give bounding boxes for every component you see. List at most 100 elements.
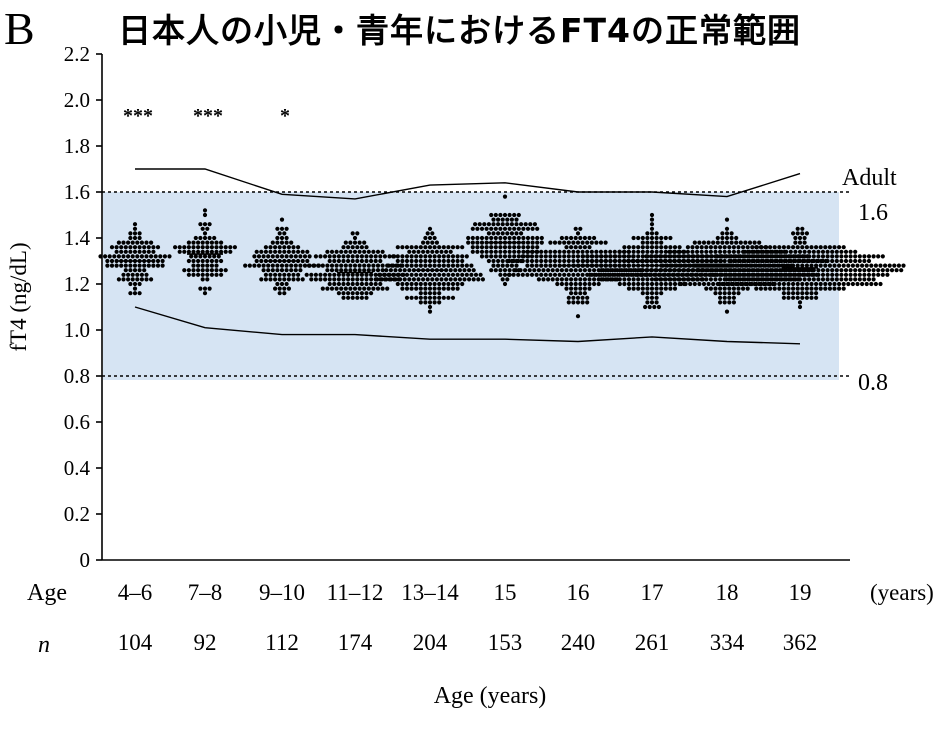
data-point [214, 272, 219, 277]
data-point [678, 263, 684, 268]
data-point [489, 268, 494, 273]
data-point [715, 254, 720, 259]
data-point [114, 263, 119, 268]
data-point [592, 277, 597, 282]
data-point [807, 258, 812, 264]
data-point [724, 272, 729, 277]
data-point [589, 249, 594, 254]
data-point [649, 258, 654, 264]
data-point [690, 258, 695, 264]
data-point [191, 249, 196, 254]
data-point [772, 286, 777, 291]
data-point [848, 254, 853, 259]
data-point [430, 277, 435, 282]
data-point [818, 245, 823, 250]
data-point [841, 286, 846, 291]
data-point [571, 300, 576, 305]
data-point [832, 286, 837, 291]
data-point [371, 286, 376, 291]
data-point [644, 258, 649, 264]
data-point [496, 222, 501, 227]
data-point [809, 263, 814, 268]
data-point [770, 254, 775, 259]
data-point [631, 249, 636, 254]
data-point [862, 258, 867, 264]
data-point [514, 222, 519, 227]
data-point [457, 268, 462, 273]
data-point [128, 235, 133, 241]
data-point [548, 272, 553, 277]
data-point [791, 263, 796, 268]
data-point [635, 258, 640, 264]
data-point [654, 300, 659, 305]
data-point [252, 263, 257, 268]
data-point [135, 277, 140, 282]
data-point [640, 277, 645, 282]
data-point [105, 258, 110, 264]
data-point [855, 281, 860, 287]
data-point [498, 254, 503, 259]
data-point [275, 268, 280, 273]
data-point [788, 258, 793, 264]
data-point [659, 240, 664, 245]
data-point [502, 268, 508, 273]
data-point [205, 245, 210, 250]
data-point [149, 240, 154, 245]
data-point [496, 217, 501, 222]
data-point [521, 235, 526, 241]
data-point [718, 277, 723, 282]
data-point [186, 249, 191, 254]
data-point [519, 231, 524, 236]
data-point [676, 268, 681, 273]
data-point [293, 268, 298, 273]
data-point [364, 277, 369, 282]
data-point [462, 268, 467, 273]
data-point [369, 281, 374, 287]
data-point [834, 277, 839, 282]
data-point [830, 268, 835, 273]
data-point [649, 272, 654, 277]
data-point [355, 281, 360, 287]
data-point [788, 268, 793, 273]
data-point [800, 231, 805, 236]
data-point [582, 291, 588, 296]
data-point [613, 263, 618, 268]
data-point [754, 263, 759, 268]
data-point [521, 240, 526, 245]
data-point [640, 235, 645, 241]
data-point [343, 286, 348, 291]
data-point [889, 268, 895, 273]
data-point [268, 277, 273, 282]
data-point [667, 272, 672, 277]
data-point [598, 240, 604, 245]
data-point [520, 272, 525, 277]
data-point [573, 291, 578, 296]
data-point [214, 245, 219, 250]
data-point [578, 286, 583, 291]
data-point [704, 258, 709, 264]
data-point [491, 263, 496, 268]
data-point [366, 286, 371, 291]
data-point [866, 258, 872, 264]
data-point [667, 254, 672, 259]
data-point [802, 240, 807, 245]
data-point [685, 245, 691, 250]
data-point [369, 272, 374, 277]
data-point [139, 254, 144, 259]
data-point [418, 258, 423, 264]
data-point [259, 277, 264, 282]
data-point [564, 245, 569, 250]
data-point [622, 249, 627, 254]
data-point [437, 272, 442, 277]
data-point [378, 281, 383, 287]
data-point [336, 277, 341, 282]
data-point [273, 277, 278, 282]
data-point [341, 295, 346, 300]
data-point [493, 249, 498, 254]
data-point [793, 277, 798, 282]
data-point [409, 295, 414, 300]
data-point [466, 240, 471, 245]
data-point [807, 277, 812, 282]
data-point [355, 254, 360, 259]
data-point [284, 263, 289, 268]
